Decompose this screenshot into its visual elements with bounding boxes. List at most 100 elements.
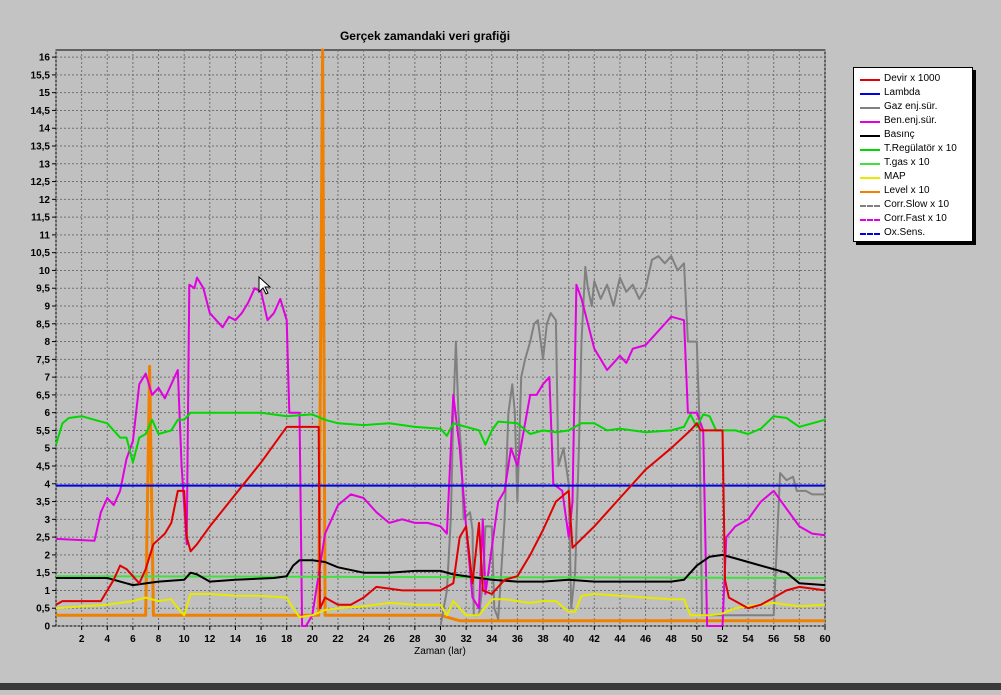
y-tick-label: 2 [44, 550, 50, 561]
y-tick-label: 9,5 [36, 284, 50, 295]
legend-swatch [860, 121, 880, 123]
y-tick-label: 5 [44, 444, 50, 455]
y-tick-label: 2,5 [36, 533, 50, 544]
y-tick-label: 4 [44, 479, 50, 490]
legend-swatch [860, 149, 880, 151]
x-tick-label: 46 [640, 634, 652, 645]
chart-legend: Devir x 1000 Lambda Gaz enj.sür. Ben.enj.sü… [853, 67, 973, 242]
legend-item: MAP [860, 170, 970, 184]
series-line-t-reg-lat-r-x-10 [55, 411, 826, 464]
y-tick-label: 12 [39, 195, 51, 206]
series-line-t-gas-x-10 [55, 575, 826, 579]
x-tick-label: 4 [104, 634, 110, 645]
legend-label: MAP [884, 171, 906, 182]
legend-swatch [860, 233, 880, 235]
x-tick-label: 36 [512, 634, 524, 645]
y-tick-label: 10 [39, 266, 51, 277]
legend-label: Corr.Fast x 10 [884, 213, 947, 224]
x-tick-label: 22 [332, 634, 344, 645]
y-tick-label: 3 [44, 515, 50, 526]
y-tick-label: 13 [39, 159, 51, 170]
y-tick-label: 6,5 [36, 390, 50, 401]
legend-swatch [860, 107, 880, 109]
x-tick-label: 34 [486, 634, 498, 645]
chart-title: Gerçek zamandaki veri grafiği [340, 29, 510, 43]
legend-label: Lambda [884, 87, 921, 98]
y-tick-label: 0 [44, 622, 50, 633]
x-tick-label: 60 [819, 634, 831, 645]
legend-swatch [860, 177, 880, 179]
x-tick-label: 20 [307, 634, 319, 645]
y-tick-label: 7 [44, 373, 50, 384]
y-tick-label: 8 [44, 337, 50, 348]
cursor-pointer-icon [258, 275, 272, 295]
legend-item: T.gas x 10 [860, 156, 970, 170]
legend-item: Ox.Sens. [860, 226, 970, 240]
x-tick-label: 38 [537, 634, 549, 645]
legend-item: Corr.Fast x 10 [860, 212, 970, 226]
x-tick-label: 42 [589, 634, 601, 645]
series-line-ben-enj-s-r [55, 276, 826, 627]
legend-label: Corr.Slow x 10 [884, 199, 950, 210]
legend-swatch [860, 205, 880, 207]
x-axis-ticks: 2 4 6 8 10 12 14 16 18 20 22 24 26 28 30 32 34 36 38 40 42 44… [79, 626, 831, 645]
legend-label: T.Regülatör x 10 [884, 143, 957, 154]
series-line-gaz-enj-s-r [439, 255, 825, 627]
y-tick-label: 12,5 [31, 177, 51, 188]
x-tick-label: 18 [281, 634, 293, 645]
legend-label: Gaz enj.sür. [884, 101, 938, 112]
legend-item: Corr.Slow x 10 [860, 198, 970, 212]
series-line-bas-n [56, 553, 826, 587]
x-tick-label: 14 [230, 634, 242, 645]
y-tick-label: 14,5 [31, 106, 51, 117]
y-tick-label: 13,5 [31, 142, 51, 153]
legend-label: Devir x 1000 [884, 73, 941, 84]
legend-item: T.Regülatör x 10 [860, 142, 970, 156]
y-axis-ticks: 00,511,522,533,544,555,566,577,588,599,5… [31, 53, 56, 633]
y-tick-label: 10,5 [31, 248, 51, 259]
y-tick-label: 3,5 [36, 497, 50, 508]
y-tick-label: 4,5 [36, 462, 50, 473]
y-tick-label: 16 [39, 53, 51, 64]
x-tick-label: 12 [204, 634, 216, 645]
y-tick-label: 15 [39, 88, 51, 99]
y-tick-label: 1,5 [36, 568, 50, 579]
y-tick-label: 9 [44, 302, 50, 313]
x-tick-label: 32 [461, 634, 473, 645]
legend-swatch [860, 79, 880, 81]
x-tick-label: 40 [563, 634, 575, 645]
x-tick-label: 16 [256, 634, 268, 645]
x-tick-label: 50 [691, 634, 703, 645]
x-tick-label: 26 [384, 634, 396, 645]
window-bottom-border [0, 683, 1001, 690]
x-tick-label: 52 [717, 634, 729, 645]
legend-label: Ox.Sens. [884, 227, 926, 238]
y-tick-label: 6 [44, 408, 50, 419]
x-axis-label: Zaman (lar) [414, 646, 466, 657]
legend-label: Basınç [884, 129, 915, 140]
legend-label: Level x 10 [884, 185, 930, 196]
legend-swatch [860, 93, 880, 95]
legend-item: Lambda [860, 86, 970, 100]
y-tick-label: 0,5 [36, 604, 50, 615]
x-tick-label: 24 [358, 634, 370, 645]
y-tick-label: 14 [39, 124, 51, 135]
legend-item: Gaz enj.sür. [860, 100, 970, 114]
legend-swatch [860, 191, 880, 193]
x-tick-label: 30 [435, 634, 447, 645]
y-tick-label: 1 [44, 586, 50, 597]
y-tick-label: 8,5 [36, 319, 50, 330]
legend-item: Devir x 1000 [860, 72, 970, 86]
legend-item: Level x 10 [860, 184, 970, 198]
legend-swatch [860, 135, 880, 137]
x-tick-label: 48 [666, 634, 678, 645]
legend-item: Ben.enj.sür. [860, 114, 970, 128]
legend-label: T.gas x 10 [884, 157, 930, 168]
x-tick-label: 28 [409, 634, 421, 645]
series-line-level-x-10 [56, 48, 825, 623]
x-tick-label: 6 [130, 634, 136, 645]
x-tick-label: 58 [794, 634, 806, 645]
y-tick-label: 11 [39, 230, 50, 241]
series-line-devir-x-1000 [55, 422, 826, 610]
